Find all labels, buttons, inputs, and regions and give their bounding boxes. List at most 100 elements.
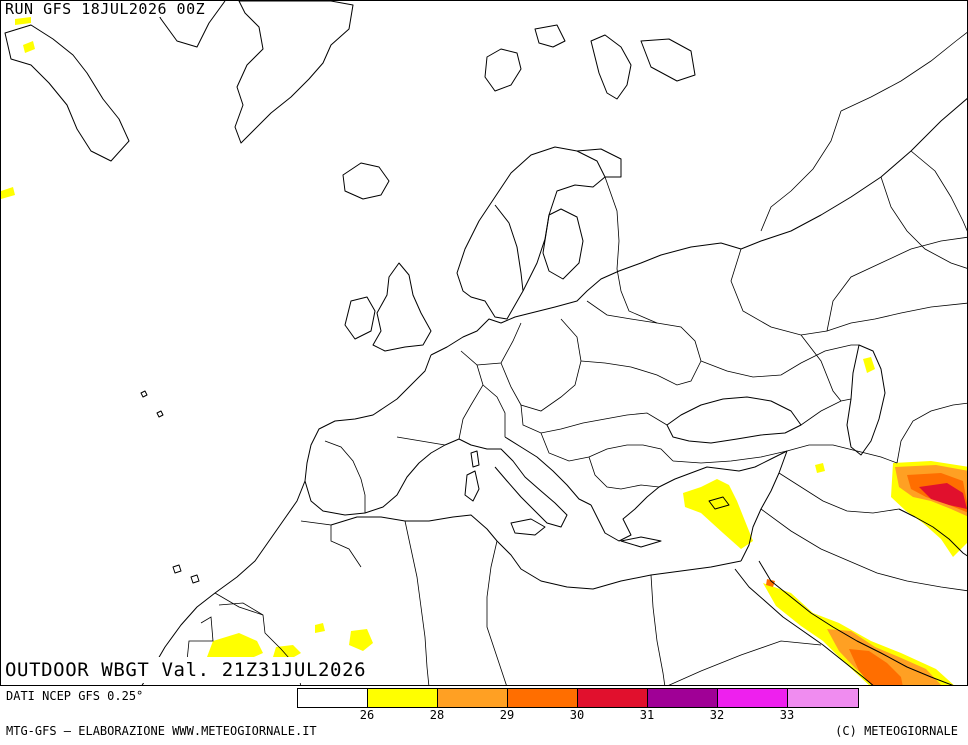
border-europe-8 <box>482 384 506 437</box>
border-asia-7 <box>760 110 842 232</box>
border-middle-east-1 <box>786 444 898 464</box>
colorbar-swatch <box>508 689 578 707</box>
border-africa-3 <box>650 574 666 685</box>
border-iran <box>896 402 967 464</box>
border-europe-6 <box>540 432 674 462</box>
coast-maghreb <box>330 514 742 590</box>
coast-ireland <box>344 296 376 340</box>
coast-persian-gulf <box>898 508 967 557</box>
colorbar-tick-label: 33 <box>779 708 795 722</box>
border-africa-1 <box>404 520 430 685</box>
border-asia-5 <box>910 150 967 232</box>
coast-levant <box>740 450 788 562</box>
wbgt-area-redsea-dorange <box>849 649 903 685</box>
borders <box>186 32 967 685</box>
wbgt-area-gulf-red <box>919 483 967 509</box>
wbgt-area-sahara-1 <box>207 633 263 663</box>
border-asia-3 <box>826 236 967 332</box>
colorbar-swatch <box>718 689 788 707</box>
border-asia-4 <box>880 176 967 269</box>
colorbar-tick-label: 26 <box>359 708 375 722</box>
coast-azores <box>140 390 164 418</box>
border-turkey <box>672 450 788 464</box>
coast-corsica <box>470 450 480 468</box>
coast-britain <box>372 262 432 352</box>
coast-novaya-zemlya <box>590 34 632 100</box>
border-middle-east-3 <box>760 508 967 592</box>
colorbar-ticks: 26 28 29 30 31 32 33 <box>297 708 861 722</box>
coast-svalbard <box>484 48 522 92</box>
border-africa-2 <box>486 540 507 685</box>
run-title: RUN GFS 18JUL2026 00Z <box>5 0 206 18</box>
colorbar-tick-label: 31 <box>639 708 655 722</box>
wbgt-area-sahara-4 <box>315 623 325 633</box>
wbgt-area-redsea-dot <box>766 579 775 587</box>
colorbar-tick-label: 30 <box>569 708 585 722</box>
border-sweden-norway <box>494 204 524 292</box>
coast-sardinia <box>464 470 480 502</box>
wbgt-area-redsea-yellow <box>763 583 954 685</box>
coast-greenland <box>234 1 354 144</box>
colorbar-tick-label: 32 <box>709 708 725 722</box>
coast-baffin <box>4 24 130 162</box>
data-source-note: DATI NCEP GFS 0.25° <box>6 689 144 703</box>
border-europe-1 <box>458 350 484 440</box>
border-europe-4 <box>580 300 702 386</box>
coast-svalbard-2 <box>534 24 566 48</box>
weather-map: RUN GFS 18JUL2026 00Z OUTDOOR WBGT Val. … <box>0 0 968 686</box>
border-asia-6 <box>840 32 967 112</box>
footer-copyright: (C) METEOGIORNALE <box>835 724 958 738</box>
colorbar-swatch <box>438 689 508 707</box>
border-europe-7 <box>588 456 660 490</box>
colorbar-swatch <box>788 689 858 707</box>
border-asia-2 <box>800 334 842 402</box>
coast-red-sea <box>734 568 874 685</box>
coast-iceland <box>342 162 390 200</box>
border-africa-5 <box>300 520 362 568</box>
coast-red-sea-east <box>758 560 954 685</box>
border-kazakh <box>800 398 852 426</box>
legend-panel: DATI NCEP GFS 0.25° 26 28 29 30 31 32 33 MTG-G… <box>0 686 968 745</box>
colorbar-tick-label: 28 <box>429 708 445 722</box>
border-france-spain <box>396 436 446 446</box>
variable-title: OUTDOOR WBGT Val. 21Z31JUL2026 <box>5 657 369 683</box>
border-russia-west <box>604 176 658 324</box>
wbgt-area-levant <box>683 479 753 549</box>
wbgt-area-sahara-3 <box>349 629 373 651</box>
colorbar-swatch <box>648 689 718 707</box>
border-russia-south <box>700 344 859 378</box>
coast-finland <box>542 208 584 280</box>
wbgt-area-atlantic <box>1 187 15 199</box>
border-wsahara <box>186 616 214 662</box>
footer-credit: MTG-GFS — ELABORAZIONE WWW.METEOGIORNALE… <box>6 724 317 738</box>
coastlines <box>4 1 967 685</box>
border-africa-4 <box>668 640 822 685</box>
colorbar-swatch <box>298 689 368 707</box>
colorbar-tick-label: 29 <box>499 708 515 722</box>
coast-biscay-iberia <box>304 354 460 516</box>
coast-scandinavia <box>456 146 606 320</box>
coast-cyprus <box>708 496 730 510</box>
border-europe-2 <box>476 322 522 366</box>
border-europe-3 <box>500 318 582 412</box>
coast-kola <box>576 148 622 178</box>
coast-arctic-islands <box>640 38 696 82</box>
wbgt-area-syria <box>815 463 825 473</box>
border-mali <box>218 602 264 616</box>
border-europe-5 <box>520 404 668 434</box>
wbgt-fields <box>1 17 967 685</box>
colorbar <box>297 688 859 708</box>
colorbar-swatch <box>368 689 438 707</box>
wbgt-area-caspian <box>863 357 875 373</box>
coast-adriatic <box>504 436 592 506</box>
coast-caspian <box>846 344 886 456</box>
border-middle-east-2 <box>778 472 900 514</box>
coast-sicily <box>510 518 546 536</box>
coast-north-africa <box>141 480 306 685</box>
coast-europe-mainland <box>430 98 967 356</box>
wbgt-area-greenland <box>15 17 35 53</box>
colorbar-swatch <box>578 689 648 707</box>
coast-black-sea <box>666 396 802 444</box>
map-canvas <box>1 1 967 685</box>
coast-france-italy <box>458 438 568 528</box>
